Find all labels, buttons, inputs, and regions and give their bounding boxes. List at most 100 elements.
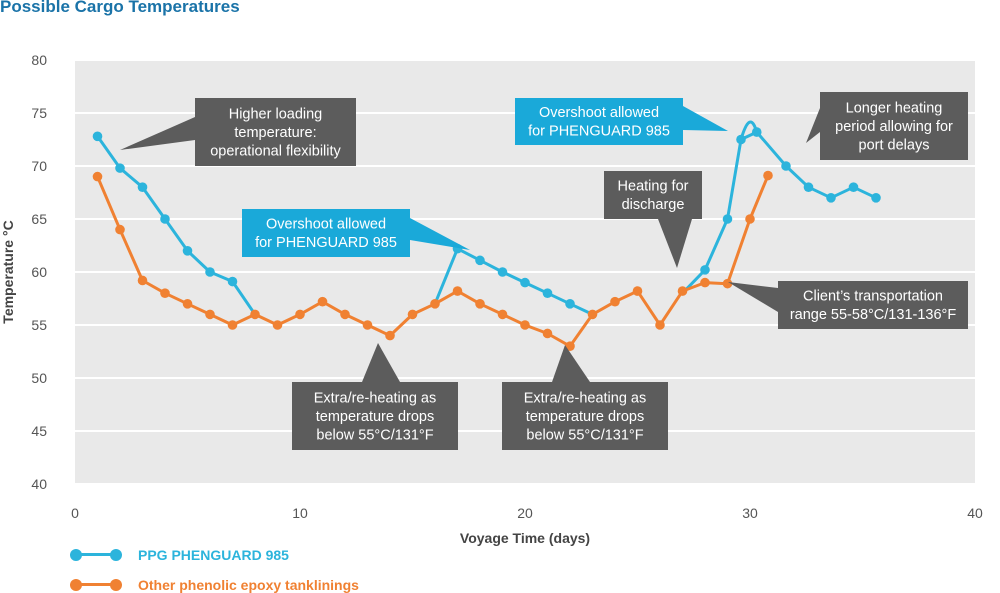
data-point-other xyxy=(722,278,733,289)
data-point-phenguard xyxy=(736,134,746,145)
y-tick-label: 55 xyxy=(31,317,47,333)
y-tick-label: 40 xyxy=(31,476,47,492)
callout-text: below 55°C/131°F xyxy=(316,427,433,443)
y-tick-label: 65 xyxy=(31,211,47,227)
data-point-phenguard xyxy=(826,193,836,203)
callout-pointer xyxy=(120,117,195,150)
callout-text: Overshoot allowed xyxy=(266,217,386,233)
data-point-phenguard xyxy=(781,161,791,171)
data-point-other xyxy=(340,309,350,320)
data-point-other xyxy=(452,286,463,296)
data-point-other xyxy=(700,277,710,288)
data-point-phenguard xyxy=(722,214,733,224)
callout-box xyxy=(292,382,458,450)
data-point-other xyxy=(182,299,193,309)
y-tick-label: 60 xyxy=(31,264,47,280)
data-point-other xyxy=(362,320,373,330)
callout-text: Client’s transportation xyxy=(803,289,943,305)
data-point-phenguard xyxy=(182,246,193,256)
legend-item-other: Other phenolic epoxy tanklinings xyxy=(70,577,359,593)
y-tick-label: 80 xyxy=(31,52,47,68)
data-point-other xyxy=(677,286,688,296)
annotation-callout: Overshoot allowed for PHENGUARD 985 xyxy=(515,98,728,145)
data-point-phenguard xyxy=(803,182,814,192)
x-tick-label: 20 xyxy=(517,505,533,521)
annotations: Higher loading temperature: operational fl… xyxy=(120,92,968,450)
callout-text: below 55°C/131°F xyxy=(526,427,643,443)
callout-pointer xyxy=(806,108,820,143)
x-tick-label: 0 xyxy=(71,505,79,521)
series-line-phenguard xyxy=(231,280,257,316)
data-point-phenguard xyxy=(520,277,530,288)
callout-text: period allowing for xyxy=(835,119,953,135)
legend-swatch-other xyxy=(70,578,122,592)
callout-text: temperature drops xyxy=(316,409,434,425)
annotation-callout: Higher loading temperature: operational fl… xyxy=(120,98,356,166)
callout-box xyxy=(502,382,668,450)
annotation-callout: Longer heating period allowing for port de… xyxy=(806,92,968,160)
data-point-other xyxy=(92,171,103,182)
data-point-phenguard xyxy=(205,267,215,277)
callout-pointer xyxy=(683,106,728,131)
x-tick-label: 40 xyxy=(967,505,983,521)
legend-item-phenguard: PPG PHENGUARD 985 xyxy=(70,547,289,563)
x-tick-label: 30 xyxy=(742,505,758,521)
x-tick-label: 10 xyxy=(292,505,308,521)
y-tick-label: 45 xyxy=(31,423,47,439)
series-markers xyxy=(92,127,881,352)
data-point-other xyxy=(763,170,773,181)
y-tick-label: 75 xyxy=(31,105,47,121)
callout-text: discharge xyxy=(622,197,685,213)
y-axis-label: Temperature °C xyxy=(0,220,16,323)
callout-text: for PHENGUARD 985 xyxy=(528,124,670,140)
callout-pointer xyxy=(362,343,400,382)
callout-text: operational flexibility xyxy=(210,143,341,159)
data-point-other xyxy=(497,309,508,320)
callout-box xyxy=(515,98,683,145)
data-point-other xyxy=(137,275,148,286)
callout-pointer xyxy=(552,345,590,382)
data-point-other xyxy=(250,309,260,320)
callout-text: range 55-58°C/131-136°F xyxy=(790,307,957,323)
data-point-other xyxy=(745,214,755,224)
data-point-phenguard xyxy=(227,276,238,287)
data-point-phenguard xyxy=(92,131,103,142)
data-point-other xyxy=(317,296,328,307)
y-tick-label: 50 xyxy=(31,370,47,386)
data-point-phenguard xyxy=(700,265,710,275)
data-point-other xyxy=(655,320,665,330)
data-point-other xyxy=(385,330,395,341)
data-point-phenguard xyxy=(475,255,485,266)
callout-box xyxy=(604,171,702,219)
callout-text: temperature drops xyxy=(526,409,644,425)
series-line-phenguard xyxy=(433,247,459,306)
y-tick-label: 70 xyxy=(31,158,47,174)
data-point-phenguard xyxy=(542,288,553,299)
callout-text: temperature: xyxy=(234,125,316,141)
x-axis-label: Voyage Time (days) xyxy=(460,530,590,546)
annotation-callout: Heating for discharge xyxy=(604,171,702,268)
callout-pointer xyxy=(410,218,470,250)
data-point-phenguard xyxy=(565,299,575,309)
callout-text: Extra/re-heating as xyxy=(524,390,647,406)
callout-box xyxy=(195,98,356,166)
data-point-other xyxy=(565,341,575,352)
data-point-other xyxy=(115,224,125,235)
data-point-other xyxy=(520,320,530,330)
data-point-other xyxy=(610,296,620,307)
callout-text: port delays xyxy=(859,137,930,153)
data-point-other xyxy=(430,299,440,309)
data-point-other xyxy=(542,328,553,339)
callout-text: Longer heating xyxy=(846,100,943,116)
data-point-other xyxy=(587,309,598,320)
annotation-callout: Client’s transportation range 55-58°C/131… xyxy=(728,281,968,329)
data-point-other xyxy=(407,309,418,320)
data-point-other xyxy=(272,320,283,330)
data-point-other xyxy=(295,309,305,320)
data-point-other xyxy=(475,299,485,309)
callout-box xyxy=(778,281,968,329)
callout-box xyxy=(820,92,968,160)
data-point-other xyxy=(227,320,238,330)
callout-text: Higher loading xyxy=(229,106,323,122)
